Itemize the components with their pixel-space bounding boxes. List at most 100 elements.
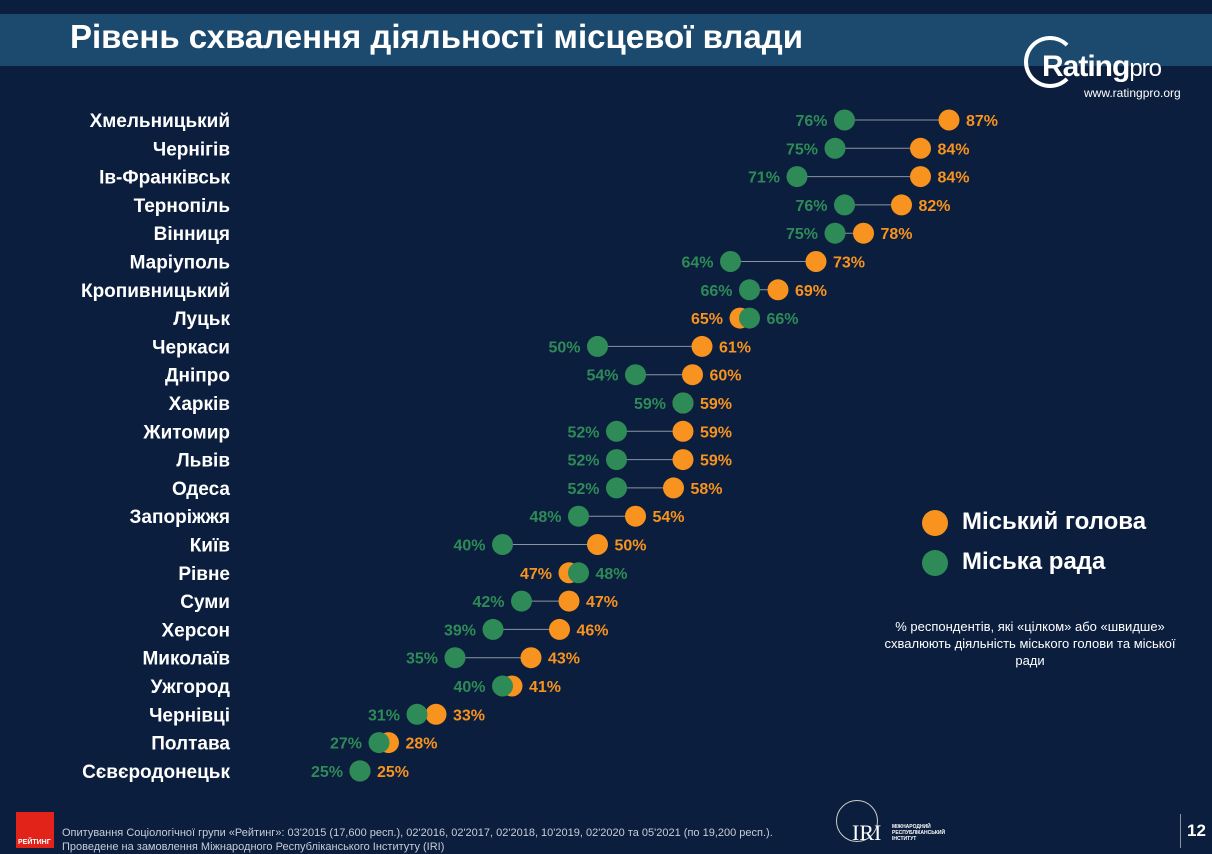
mayor-dot (520, 647, 542, 669)
council-dot (482, 618, 504, 640)
mayor-dot (891, 194, 912, 216)
iri-logo: IRI МІЖНАРОДНИЙ РЕСПУБЛІКАНСЬКИЙ ІНСТИТУ… (836, 800, 956, 848)
council-dot (444, 647, 466, 669)
city-label: Ів-Франківськ (99, 168, 230, 189)
city-label: Херсон (162, 620, 231, 641)
ratingpro-logo: Ratingpro www.ratingpro.org (1022, 34, 1202, 104)
mayor-dot (625, 505, 646, 527)
mayor-dot (938, 109, 960, 131)
council-value-label: 52% (567, 424, 599, 441)
council-value-label: 52% (567, 481, 599, 498)
logo-suffix: pro (1129, 55, 1162, 82)
mayor-value-label: 28% (406, 736, 438, 753)
mayor-dot (805, 251, 827, 272)
council-value-label: 59% (634, 396, 666, 413)
mayor-value-label: 43% (548, 651, 580, 668)
mayor-value-label: 84% (938, 170, 970, 187)
city-label: Суми (180, 592, 230, 613)
mayor-dot (910, 137, 931, 159)
council-dot (720, 251, 741, 272)
council-dot (606, 477, 627, 499)
council-value-label: 66% (700, 283, 732, 300)
city-label: Вінниця (154, 224, 230, 245)
city-label: Чернігів (153, 139, 230, 160)
page-number: 12 (1180, 814, 1210, 848)
logo-wordmark: Ratingpro (1042, 50, 1162, 84)
mayor-dot (663, 477, 684, 499)
mayor-dot (691, 335, 713, 357)
mayor-value-label: 33% (453, 707, 485, 724)
iri-subtitle: МІЖНАРОДНИЙ РЕСПУБЛІКАНСЬКИЙ ІНСТИТУТ (892, 824, 946, 842)
city-label: Житомир (142, 422, 230, 443)
globe-icon (836, 800, 878, 842)
mayor-dot (587, 534, 608, 555)
footer-source: Опитування Соціологічної групи «Рейтинг»… (62, 826, 773, 854)
council-dot (672, 392, 694, 414)
mayor-dot (767, 279, 789, 301)
council-value-label: 48% (529, 509, 561, 526)
city-label: Київ (190, 536, 230, 557)
iri-name: IRI (852, 820, 882, 845)
logo-word: Rating (1042, 50, 1130, 83)
council-dot (606, 420, 627, 442)
council-dot (834, 109, 855, 131)
legend-council-swatch (922, 550, 948, 576)
council-value-label: 54% (586, 368, 618, 385)
mayor-value-label: 59% (700, 453, 732, 470)
city-label: Хмельницький (90, 111, 230, 132)
mayor-value-label: 87% (966, 113, 998, 130)
mayor-value-label: 84% (938, 141, 970, 158)
city-label: Кропивницький (81, 281, 230, 302)
city-label: Маріуполь (130, 253, 230, 274)
city-label: Миколаїв (142, 649, 230, 670)
council-value-label: 35% (406, 651, 438, 668)
logo-ring-icon (1024, 36, 1076, 88)
council-value-label: 39% (444, 622, 476, 639)
mayor-value-label: 78% (881, 226, 913, 243)
city-label: Ужгород (151, 677, 230, 698)
city-label: Рівне (178, 564, 230, 585)
city-label: Запоріжжя (130, 507, 230, 528)
chart-note: % респондентів, які «цілком» або «швидше… (884, 619, 1176, 668)
mayor-value-label: 58% (691, 481, 723, 498)
council-value-label: 48% (596, 566, 628, 583)
city-label: Полтава (151, 734, 230, 755)
council-value-label: 31% (368, 707, 400, 724)
mayor-value-label: 59% (700, 424, 732, 441)
mayor-value-label: 61% (719, 339, 751, 356)
council-dot (824, 222, 846, 244)
mayor-value-label: 54% (653, 509, 685, 526)
city-label: Луцьк (173, 309, 230, 330)
footer-line-2: Проведене на замовлення Міжнародного Рес… (62, 841, 445, 853)
council-value-label: 40% (453, 538, 485, 555)
reyting-badge: РЕЙТИНГ (16, 812, 54, 848)
legend-mayor-label: Міський голова (962, 508, 1147, 535)
mayor-dot (853, 222, 874, 244)
legend-mayor-swatch (922, 510, 948, 536)
mayor-dot (910, 166, 931, 188)
council-value-label: 25% (311, 764, 343, 781)
mayor-value-label: 65% (691, 311, 723, 328)
council-dot (349, 760, 371, 782)
mayor-dot (558, 590, 580, 612)
footer-line-1: Опитування Соціологічної групи «Рейтинг»… (62, 827, 773, 839)
city-label: Чернівці (149, 705, 230, 726)
city-label: Сєвєродонецьк (82, 762, 230, 783)
city-label: Львів (176, 451, 230, 472)
council-value-label: 50% (548, 339, 580, 356)
council-value-label: 42% (472, 594, 504, 611)
council-value-label: 52% (567, 453, 599, 470)
reyting-badge-text: РЕЙТИНГ (18, 839, 51, 846)
council-dot (606, 449, 627, 471)
council-dot (587, 335, 608, 357)
council-dot (625, 364, 646, 386)
page-title: Рівень схвалення діяльності місцевої вла… (70, 18, 803, 55)
council-value-label: 75% (786, 141, 818, 158)
mayor-dot (672, 449, 694, 471)
council-value-label: 76% (795, 113, 827, 130)
city-label: Тернопіль (134, 196, 230, 217)
council-value-label: 71% (748, 170, 780, 187)
mayor-value-label: 73% (833, 255, 865, 272)
mayor-dot (549, 618, 570, 640)
